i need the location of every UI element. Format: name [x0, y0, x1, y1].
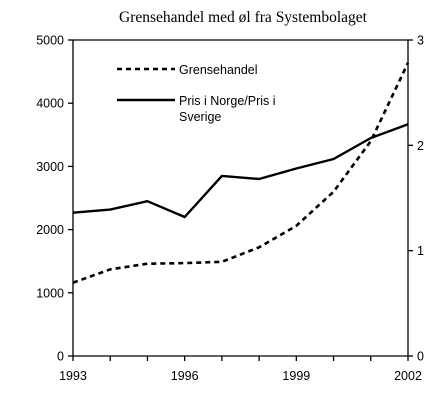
chart-title: Grensehandel med øl fra Systembolaget [119, 9, 368, 26]
right-y-tick-label: 3 [417, 34, 424, 48]
x-tick-label: 1996 [171, 369, 199, 383]
right-y-tick-label: 0 [417, 350, 424, 364]
legend-label: Grensehandel [179, 63, 258, 77]
x-tick-label: 1999 [282, 369, 310, 383]
legend-label: Pris i Norge/Pris i [179, 94, 276, 108]
x-tick-label: 1993 [59, 369, 87, 383]
legend: Grensehandel Pris i Norge/Pris i Sverige [117, 63, 276, 124]
right-y-tick-label: 2 [417, 139, 424, 153]
axes: 0 1000 2000 3000 4000 5000 0 1 2 3 1993 1996 1999 200… [36, 34, 424, 384]
left-y-tick-label: 0 [57, 350, 64, 364]
left-y-tick-label: 5000 [36, 34, 64, 48]
left-y-tick-label: 1000 [36, 286, 64, 300]
series-line-pris-ratio [72, 123, 409, 219]
series-layer [72, 62, 410, 284]
legend-label: Sverige [179, 110, 221, 124]
left-y-tick-label: 3000 [36, 160, 64, 174]
x-tick-label: 2002 [394, 369, 422, 383]
series-line-grensehandel [72, 62, 410, 284]
right-y-tick-label: 1 [417, 244, 424, 258]
left-y-tick-label: 2000 [36, 223, 64, 237]
left-y-tick-label: 4000 [36, 97, 64, 111]
